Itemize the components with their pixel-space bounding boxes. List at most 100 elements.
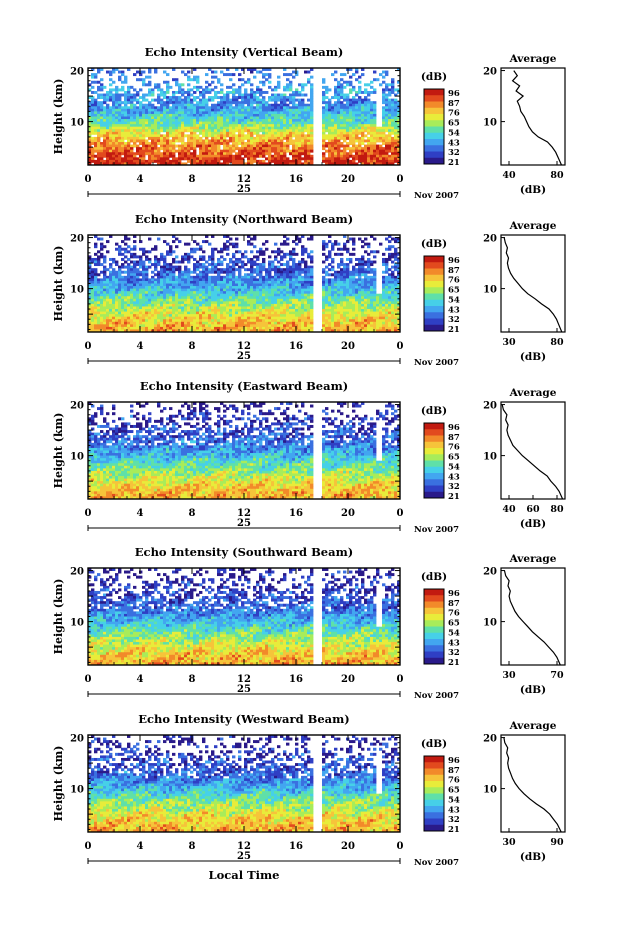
heatmap-cell [196, 134, 200, 138]
heatmap-cell [97, 157, 101, 161]
heatmap-cell [388, 147, 392, 151]
heatmap-cell [136, 144, 140, 148]
heatmap-cell [223, 291, 227, 295]
heatmap-cell [175, 101, 179, 105]
heatmap-cell [244, 255, 248, 259]
heatmap-cell [196, 286, 200, 289]
heatmap-cell [295, 73, 299, 77]
heatmap-cell [172, 147, 176, 151]
heatmap-cell [133, 152, 137, 156]
heatmap-cell [217, 144, 221, 148]
heatmap-cell [247, 121, 251, 125]
heatmap-cell [184, 119, 188, 122]
heatmap-cell [214, 106, 218, 110]
heatmap-cell [280, 126, 284, 130]
heatmap-cell [127, 265, 131, 269]
heatmap-cell [127, 113, 131, 117]
heatmap-cell [178, 131, 182, 135]
heatmap-cell [199, 149, 203, 153]
heatmap-cell [256, 162, 260, 166]
heatmap-cell [148, 142, 152, 145]
heatmap-cell [142, 116, 146, 120]
heatmap-cell [256, 147, 260, 151]
heatmap-cell [295, 252, 299, 256]
heatmap-cell [364, 273, 368, 277]
heatmap-cell [352, 288, 356, 292]
heatmap-cell [385, 121, 389, 125]
heatmap-cell [187, 268, 191, 272]
heatmap-cell [205, 108, 209, 112]
heatmap-cell [331, 131, 335, 135]
heatmap-cell [361, 268, 365, 272]
heatmap-cell [94, 298, 98, 302]
heatmap-cell [391, 154, 395, 158]
heatmap-cell [331, 136, 335, 140]
heatmap-cell [133, 134, 137, 138]
heatmap-cell [364, 291, 368, 295]
heatmap-cell [115, 113, 119, 117]
heatmap-cell [226, 126, 230, 130]
heatmap-cell [382, 283, 386, 287]
heatmap-cell [100, 126, 104, 130]
heatmap-cell [235, 301, 239, 305]
heatmap-cell [193, 152, 197, 156]
heatmap-cell [214, 268, 218, 272]
heatmap-cell [286, 144, 290, 148]
heatmap-cell [352, 247, 356, 251]
heatmap-cell [184, 106, 188, 110]
heatmap-cell [271, 157, 275, 161]
heatmap-cell [298, 263, 302, 267]
heatmap-cell [355, 162, 359, 166]
heatmap-cell [109, 152, 113, 156]
heatmap-cell [139, 131, 143, 135]
heatmap-cell [304, 265, 308, 269]
heatmap-cell [274, 242, 278, 246]
heatmap-cell [268, 96, 272, 100]
heatmap-cell [178, 139, 182, 143]
heatmap-cell [115, 106, 119, 110]
heatmap-cell [136, 268, 140, 272]
heatmap-cell [382, 288, 386, 292]
heatmap-cell [199, 119, 203, 122]
heatmap-cell [277, 116, 281, 120]
heatmap-cell [379, 159, 383, 163]
heatmap-cell [91, 103, 95, 107]
heatmap-cell [295, 90, 299, 94]
heatmap-cell [163, 159, 167, 163]
heatmap-cell [202, 263, 206, 267]
heatmap-cell [271, 88, 275, 92]
heatmap-cell [304, 280, 308, 284]
heatmap-cell [97, 139, 101, 143]
heatmap-cell [280, 280, 284, 284]
heatmap-cell [289, 257, 293, 261]
heatmap-cell [196, 278, 200, 282]
heatmap-cell [205, 106, 209, 110]
heatmap-cell [361, 260, 365, 264]
heatmap-cell [385, 237, 389, 241]
heatmap-cell [214, 149, 218, 153]
heatmap-cell [364, 162, 368, 166]
heatmap-cell [148, 162, 152, 166]
heatmap-cell [391, 111, 395, 115]
heatmap-cell [274, 273, 278, 277]
heatmap-cell [382, 263, 386, 267]
heatmap-cell [211, 121, 215, 125]
heatmap-cell [172, 96, 176, 100]
heatmap-cell [286, 157, 290, 161]
heatmap-cell [238, 296, 242, 300]
heatmap-cell [139, 88, 143, 92]
heatmap-cell [91, 159, 95, 163]
heatmap-cell [337, 129, 341, 133]
heatmap-cell [337, 96, 341, 100]
heatmap-cell [106, 131, 110, 135]
heatmap-cell [238, 293, 242, 297]
heatmap-cell [106, 139, 110, 143]
heatmap-cell [355, 268, 359, 272]
heatmap-cell [109, 136, 113, 140]
heatmap-cell [109, 270, 113, 274]
heatmap-cell [343, 131, 347, 135]
heatmap-cell [340, 298, 344, 302]
heatmap-cell [145, 93, 149, 97]
heatmap-cell [280, 93, 284, 97]
heatmap-cell [241, 291, 245, 295]
